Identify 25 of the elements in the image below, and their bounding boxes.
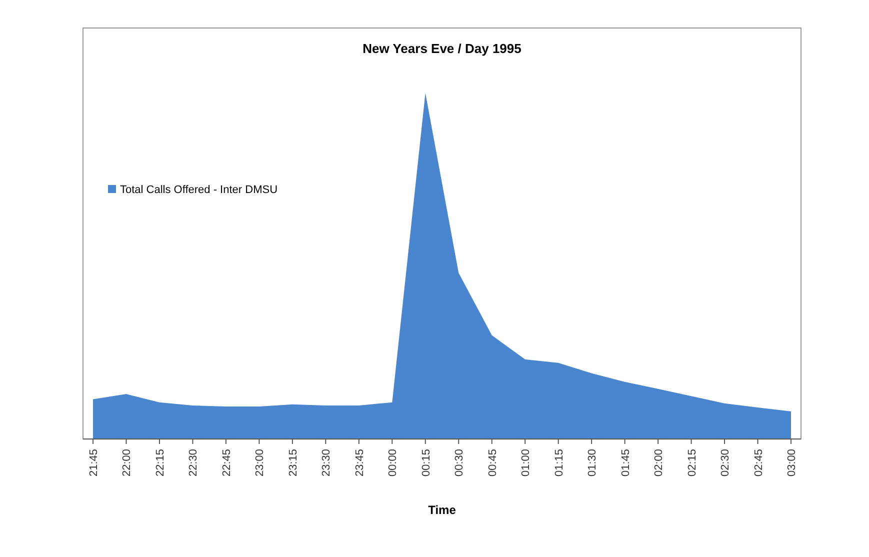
legend-label: Total Calls Offered - Inter DMSU [120,184,278,196]
x-tick-label: 02:30 [720,449,732,477]
x-tick-label: 22:15 [154,449,166,477]
x-tick-label: 01:00 [520,449,532,477]
x-tick-label: 01:30 [586,449,599,477]
x-tick-label: 22:30 [188,449,200,477]
x-tick-label: 23:45 [354,449,366,477]
x-tick-label: 00:00 [387,449,400,477]
chart-title: New Years Eve / Day 1995 [362,41,522,56]
x-tick-label: 00:15 [420,449,432,477]
x-tick-label: 23:30 [320,449,333,477]
x-tick-label: 00:30 [454,449,466,477]
x-tick-label: 02:00 [653,449,666,477]
x-tick-label: 22:00 [121,449,134,477]
x-tick-label: 21:45 [88,449,100,477]
x-tick-label: 23:00 [254,449,266,477]
x-tick-label: 01:45 [620,449,632,477]
x-tick-label: 01:15 [553,449,566,477]
x-axis-title: Time [428,503,456,517]
x-tick-label: 00:45 [486,449,499,477]
x-tick-label: 02:15 [686,449,698,477]
x-tick-label: 02:45 [752,449,765,477]
x-tick-label: 03:00 [786,449,798,477]
x-tick-label: 23:15 [287,449,300,477]
x-tick-label: 22:45 [220,449,233,477]
